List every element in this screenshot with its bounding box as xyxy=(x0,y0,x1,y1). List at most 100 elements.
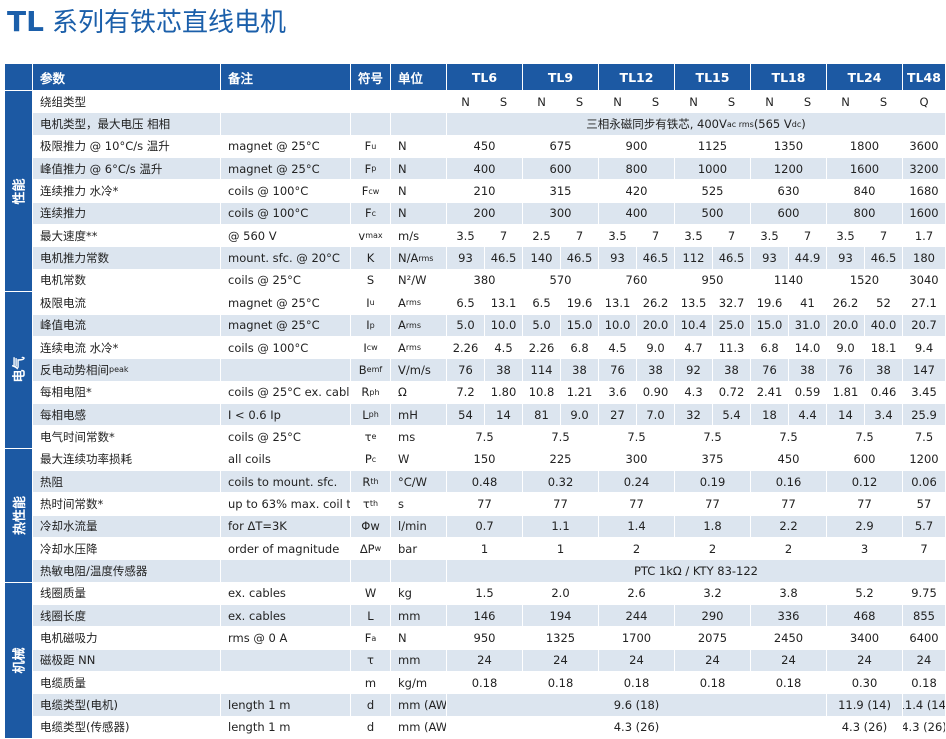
value-cell: 3.8 xyxy=(779,586,798,601)
value-cell: 1.21 xyxy=(566,385,593,400)
value-cell: 7 xyxy=(499,228,508,243)
value-cell: 46.5 xyxy=(865,247,902,269)
subscript: th xyxy=(369,499,379,509)
value-cell: 1.81 xyxy=(832,385,859,400)
unit-cell xyxy=(391,113,446,135)
symbol-cell: Φw xyxy=(351,515,390,537)
value-cell: 3600 xyxy=(909,139,939,154)
value-cell: 27.1 xyxy=(911,295,937,310)
value-cell: 3.4 xyxy=(865,403,902,426)
value-cell: S xyxy=(651,94,660,109)
value-cell: 375 xyxy=(701,452,724,467)
value-cell: 18.1 xyxy=(870,340,897,355)
value-cell: 20.7 xyxy=(903,314,945,336)
text-part: ΔP xyxy=(359,541,375,556)
value-cell: 2.5 xyxy=(532,228,551,243)
note-cell: @ 560 V xyxy=(228,228,277,243)
param-cell: 冷却水压降 xyxy=(40,541,98,556)
value-cell: S xyxy=(727,94,736,109)
value-cell: 112 xyxy=(675,247,712,269)
symbol-cell: S xyxy=(366,273,375,288)
value-cell: 5.0 xyxy=(523,314,560,336)
value-cell: 200 xyxy=(447,202,522,225)
symbol-cell: ΔP w xyxy=(351,538,390,559)
model-header: TL9 xyxy=(523,64,598,90)
text-part: R xyxy=(361,385,370,400)
note-cell xyxy=(221,91,350,112)
value-cell: S xyxy=(879,94,888,109)
value-cell: 6.5 xyxy=(456,295,475,310)
value-cell: 0.18 xyxy=(623,675,650,690)
param-cell: 电机磁吸力 xyxy=(40,631,98,646)
section-label: 机械 xyxy=(5,582,32,739)
note-cell: magnet @ 25°C xyxy=(228,139,320,154)
value-cell: 19.6 xyxy=(566,295,593,310)
text-part: P xyxy=(364,452,372,467)
subscript: rms xyxy=(405,320,421,330)
value-cell: 0.18 xyxy=(699,675,726,690)
value-cell: 6.8 xyxy=(760,340,779,355)
value-cell: 6.8 xyxy=(570,340,589,355)
value-cell: 77 xyxy=(553,496,568,511)
section-label: 性能 xyxy=(5,91,32,292)
section-text: 性能 xyxy=(12,178,28,205)
value-cell: 0.59 xyxy=(794,385,821,400)
unit-cell: mm xyxy=(391,605,446,627)
param-cell: 线圈长度 xyxy=(33,605,220,627)
value-cell: 1125 xyxy=(697,139,728,154)
value-cell: 4.3 (26) xyxy=(841,720,888,735)
value-cell: 46.5 xyxy=(485,247,522,269)
unit-cell: l/min xyxy=(391,515,446,537)
param-cell: 峰值推力 @ 6°C/s 温升 xyxy=(33,158,220,180)
value-cell: 32.7 xyxy=(718,295,745,310)
unit-cell: N xyxy=(398,184,407,199)
value-cell: 3040 xyxy=(909,273,939,288)
symbol-cell xyxy=(351,113,390,135)
param-cell: 连续电流 水冷* xyxy=(40,340,119,355)
value-cell: 1600 xyxy=(903,202,945,225)
unit-cell: ms xyxy=(398,429,416,444)
value-cell: 300 xyxy=(523,202,598,225)
value-cell: 76 xyxy=(599,359,636,381)
value-cell: 1680 xyxy=(909,184,939,199)
value-cell: 1.5 xyxy=(475,586,494,601)
title-series: TL xyxy=(7,5,44,38)
section-text: 机械 xyxy=(12,647,28,674)
subscript: rms xyxy=(405,343,421,353)
model-header: TL12 xyxy=(599,64,674,90)
note-cell: length 1 m xyxy=(221,694,350,716)
value-cell: 0.7 xyxy=(447,515,522,537)
value-cell: 3200 xyxy=(903,158,945,180)
value-cell: 40.0 xyxy=(865,314,902,336)
value-cell: 1700 xyxy=(621,631,652,646)
value-cell: 675 xyxy=(549,139,572,154)
subscript: cw xyxy=(368,186,380,196)
unit-cell: Ω xyxy=(398,385,407,400)
unit-cell: mm (AWG) xyxy=(391,694,446,716)
param-cell: 热敏电阻/温度传感器 xyxy=(33,560,220,582)
value-cell: 4.5 xyxy=(494,340,513,355)
symbol-cell: d xyxy=(366,720,375,735)
value-cell: 760 xyxy=(625,273,648,288)
value-cell: 77 xyxy=(705,496,720,511)
param-cell: 线圈质量 xyxy=(40,586,86,601)
value-cell: 1.1 xyxy=(523,515,598,537)
note-cell: order of magnitude xyxy=(228,541,340,556)
value-cell: 2 xyxy=(708,541,717,556)
value-cell: 0.18 xyxy=(547,675,574,690)
subscript: e xyxy=(371,432,377,442)
value-cell: 7 xyxy=(803,228,812,243)
value-cell: 3 xyxy=(860,541,869,556)
note-cell: coils @ 100°C xyxy=(228,340,309,355)
value-cell: 1.80 xyxy=(490,385,517,400)
value-cell: 1.4 xyxy=(599,515,674,537)
header-cell: 单位 xyxy=(391,64,446,90)
unit-cell: kg/m xyxy=(398,675,428,690)
unit-cell xyxy=(391,560,446,582)
value-cell: 38 xyxy=(485,359,522,381)
value-cell: 6400 xyxy=(909,631,939,646)
param-cell: 热时间常数* xyxy=(40,496,104,511)
value-cell: 38 xyxy=(561,359,598,381)
